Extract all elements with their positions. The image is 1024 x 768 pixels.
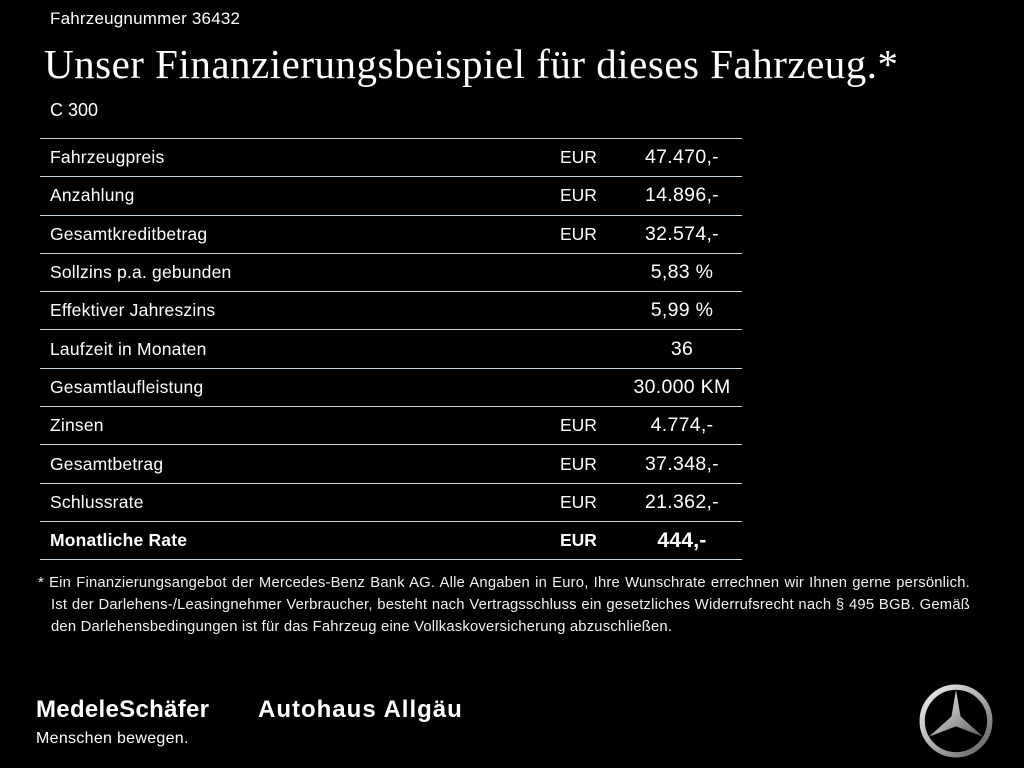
table-row: Fahrzeugpreis EUR 47.470,- <box>40 138 742 176</box>
row-label: Zinsen <box>50 415 104 436</box>
row-value: 36 <box>670 337 694 360</box>
table-row-monthly-rate: Monatliche Rate EUR 444,- <box>40 520 742 559</box>
table-row: Effektiver Jahreszins 5,99 % <box>40 291 742 329</box>
row-value: 444,- <box>657 528 707 552</box>
table-row: Gesamtlaufleistung 30.000 KM <box>40 367 742 406</box>
row-value: 32.574,- <box>645 222 719 245</box>
row-label: Anzahlung <box>50 185 135 206</box>
row-value: 14.896,- <box>645 184 719 207</box>
footnote-marker: * <box>38 575 44 591</box>
dealer-tagline: Menschen bewegen. <box>36 730 189 747</box>
table-row: Sollzins p.a. gebunden 5,83 % <box>40 252 742 291</box>
mercedes-star-icon <box>918 683 994 759</box>
row-label: Gesamtlaufleistung <box>50 376 204 397</box>
financing-table: Fahrzeugpreis EUR 47.470,- Anzahlung EUR… <box>40 138 742 561</box>
legal-footnote: * Ein Finanzierungsangebot der Mercedes-… <box>38 572 970 638</box>
row-label: Sollzins p.a. gebunden <box>50 262 232 283</box>
table-row: Zinsen EUR 4.774,- <box>40 406 742 444</box>
row-label: Fahrzeugpreis <box>50 147 165 168</box>
row-label: Monatliche Rate <box>50 530 188 551</box>
row-label: Effektiver Jahreszins <box>50 300 216 321</box>
row-label: Gesamtbetrag <box>50 453 164 474</box>
vehicle-model: C 300 <box>50 100 99 120</box>
page-title: Unser Finanzierungsbeispiel für dieses F… <box>44 41 899 87</box>
row-currency: EUR <box>560 453 597 474</box>
row-currency: EUR <box>560 530 597 551</box>
table-row: Laufzeit in Monaten 36 <box>40 329 742 367</box>
footnote-text: Ein Finanzierungsangebot der Mercedes-Be… <box>49 575 970 635</box>
row-value: 5,99 % <box>650 299 714 322</box>
row-currency: EUR <box>560 491 597 512</box>
row-label: Gesamtkreditbetrag <box>50 223 208 244</box>
row-value: 21.362,- <box>645 490 719 513</box>
row-value: 47.470,- <box>645 146 719 169</box>
row-label: Schlussrate <box>50 491 144 512</box>
row-value: 4.774,- <box>650 414 714 437</box>
row-currency: EUR <box>560 223 597 244</box>
table-row: Gesamtkreditbetrag EUR 32.574,- <box>40 214 742 253</box>
dealer-logo-autohaus-allgaeu: Autohaus Allgäu <box>258 696 463 723</box>
table-row: Gesamtbetrag EUR 37.348,- <box>40 444 742 482</box>
table-row: Anzahlung EUR 14.896,- <box>40 176 742 214</box>
row-value: 37.348,- <box>645 452 719 475</box>
vehicle-number: Fahrzeugnummer 36432 <box>50 9 241 28</box>
row-label: Laufzeit in Monaten <box>50 338 207 359</box>
row-currency: EUR <box>560 147 597 168</box>
row-currency: EUR <box>560 415 597 436</box>
row-value: 30.000 KM <box>633 375 731 398</box>
row-currency: EUR <box>560 185 597 206</box>
dealer-logo-medele-schaefer: MedeleSchäfer <box>36 696 210 723</box>
row-value: 5,83 % <box>650 261 714 284</box>
table-row: Schlussrate EUR 21.362,- <box>40 482 742 521</box>
